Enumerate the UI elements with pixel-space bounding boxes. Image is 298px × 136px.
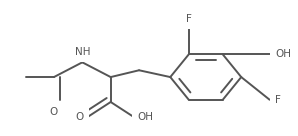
Text: F: F: [275, 95, 281, 105]
Text: O: O: [75, 112, 84, 122]
Text: OH: OH: [138, 112, 154, 122]
Text: O: O: [50, 106, 58, 117]
Text: OH: OH: [275, 49, 291, 59]
Text: NH: NH: [74, 47, 90, 57]
Text: F: F: [186, 14, 192, 24]
